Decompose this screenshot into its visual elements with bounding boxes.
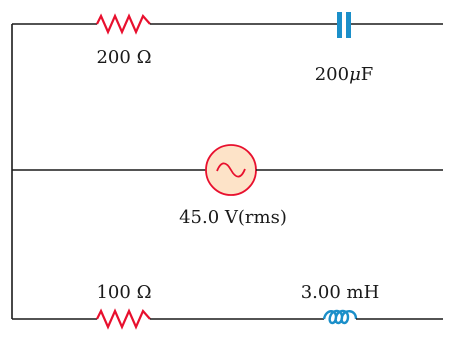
bottom-resistor xyxy=(96,308,151,330)
inductor-label: 3.00 mH xyxy=(301,282,380,303)
ac-source xyxy=(205,144,257,196)
top-branch: 200 Ω 200μF xyxy=(12,12,443,85)
capacitor-label: 200μF xyxy=(315,64,374,85)
capacitor xyxy=(337,12,351,38)
inductor-coil xyxy=(322,309,358,325)
middle-branch: 45.0 V(rms) xyxy=(12,144,443,228)
top-resistor xyxy=(96,13,151,35)
top-resistor-label: 200 Ω xyxy=(96,47,151,68)
capacitor-plate-right xyxy=(346,12,351,38)
sine-wave-icon xyxy=(216,162,246,178)
bottom-resistor-label: 100 Ω xyxy=(96,282,151,303)
bottom-branch: 100 Ω 3.00 mH xyxy=(12,282,443,330)
source-label: 45.0 V(rms) xyxy=(179,207,287,228)
capacitor-plate-left xyxy=(337,12,342,38)
